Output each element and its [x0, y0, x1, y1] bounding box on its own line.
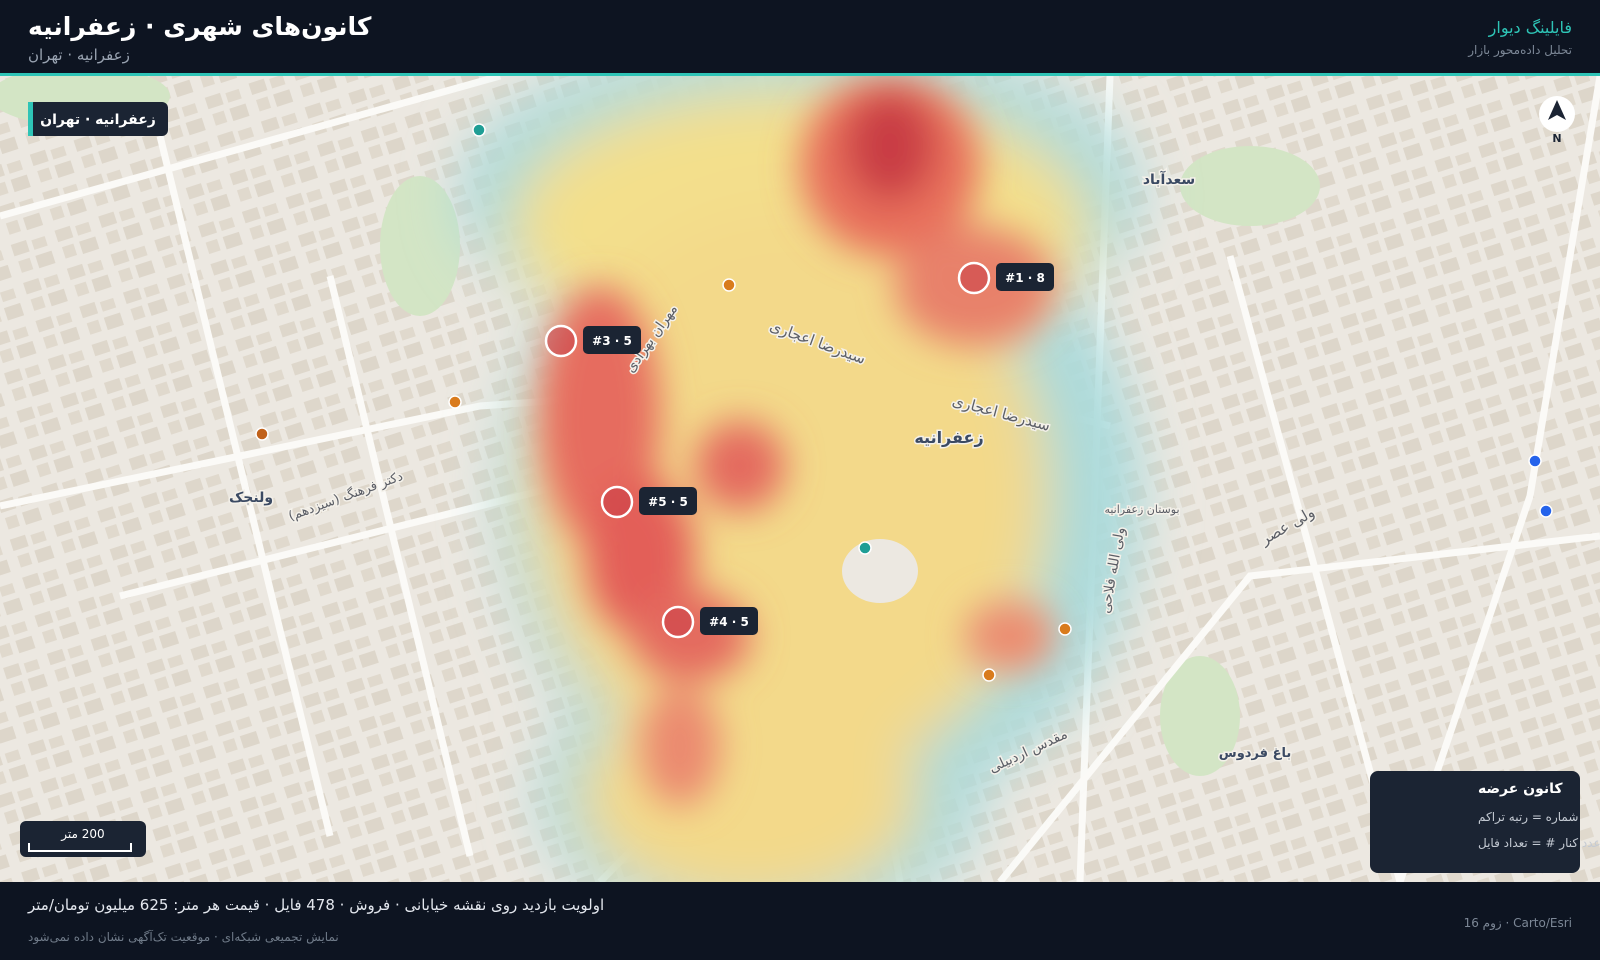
hotspot-label: #1 · 8 — [1005, 271, 1045, 285]
hotspot-label: #5 · 5 — [648, 495, 688, 509]
scale-box — [20, 821, 146, 857]
scale-bar — [28, 843, 132, 852]
hotspot[interactable] — [957, 261, 991, 295]
parks — [0, 76, 1320, 776]
legend-line: عدد کنار # = تعداد فایل — [1478, 836, 1600, 851]
hotspot[interactable] — [600, 485, 634, 519]
location-badge — [28, 102, 168, 136]
map-gap — [842, 539, 918, 603]
map-label: باغ فردوس — [1219, 746, 1291, 761]
brand[interactable]: فایلینگ دیوار — [1488, 18, 1572, 37]
page-subtitle: زعفرانیه · تهران — [28, 46, 130, 64]
badge-accent — [28, 102, 33, 136]
footer: اولویت بازدید روی نقشه خیابانی · فروش · … — [0, 882, 1600, 960]
hotspot-tag[interactable] — [700, 607, 758, 635]
hotspot-label: #3 · 5 — [592, 334, 632, 348]
hotspot[interactable] — [544, 324, 578, 358]
legend-title: کانون عرضه — [1478, 781, 1563, 797]
brand-subtitle: تحلیل داده‌محور بازار — [1468, 43, 1572, 57]
hotspot-tag[interactable] — [583, 326, 641, 354]
scale-label: 200 متر — [60, 827, 104, 842]
map-label: ولنجک — [229, 490, 273, 506]
hotspot-tag[interactable] — [639, 487, 697, 515]
hotspot-label: #4 · 5 — [709, 615, 749, 629]
map-label: بوستان زعفرانیه — [1104, 503, 1179, 516]
legend-line: شماره = رتبه تراکم — [1478, 810, 1578, 825]
map-label: زعفرانیه — [914, 428, 983, 447]
hotspot[interactable] — [661, 605, 695, 639]
location-badge-text: زعفرانیه · تهران — [40, 112, 156, 128]
source: زوم 16 · Carto/Esri — [1463, 916, 1572, 930]
compass-label: N — [1552, 132, 1561, 145]
page-title: کانون‌های شهری · زعفرانیه — [28, 12, 372, 41]
footer-note: نمایش تجمیعی شبکه‌ای · موقعیت تک‌آگهی نش… — [28, 930, 339, 944]
header: کانون‌های شهری · زعفرانیه زعفرانیه · تهر… — [0, 0, 1600, 76]
hotspot-tag[interactable] — [996, 263, 1054, 291]
summary: اولویت بازدید روی نقشه خیابانی · فروش · … — [28, 896, 605, 914]
legend — [1370, 771, 1580, 873]
compass-arrow — [1548, 100, 1566, 120]
poi — [255, 123, 1553, 682]
map-label: سعدآباد — [1143, 170, 1195, 188]
